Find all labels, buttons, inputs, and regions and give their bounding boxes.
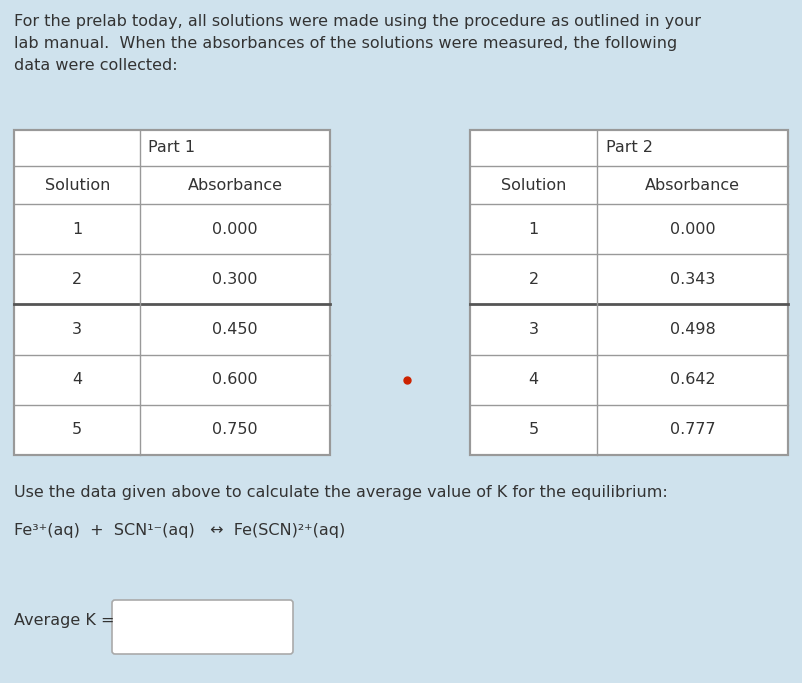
Text: 0.000: 0.000 [213,221,258,236]
Text: data were collected:: data were collected: [14,58,177,73]
Text: Part 1: Part 1 [148,141,196,156]
Bar [14,130,330,455]
Bar [14,130,330,455]
Text: Fe³⁺(aq)  +  SCN¹⁻(aq)   ↔  Fe(SCN)²⁺(aq): Fe³⁺(aq) + SCN¹⁻(aq) ↔ Fe(SCN)²⁺(aq) [14,523,345,538]
Text: 3: 3 [72,322,82,337]
Text: Solution: Solution [45,178,110,193]
Text: Solution: Solution [501,178,566,193]
Text: 2: 2 [72,272,83,287]
Text: 5: 5 [529,422,539,437]
Text: 2: 2 [529,272,539,287]
Text: For the prelab today, all solutions were made using the procedure as outlined in: For the prelab today, all solutions were… [14,14,701,29]
Text: Absorbance: Absorbance [645,178,740,193]
FancyBboxPatch shape [112,600,293,654]
Text: 3: 3 [529,322,539,337]
Text: Average K =: Average K = [14,613,115,628]
Text: Part 2: Part 2 [606,141,653,156]
Text: 4: 4 [72,372,83,387]
Text: 0.300: 0.300 [213,272,258,287]
Bar [470,130,788,455]
Text: Use the data given above to calculate the average value of K for the equilibrium: Use the data given above to calculate th… [14,485,668,500]
Text: 0.642: 0.642 [670,372,715,387]
Bar [470,130,788,455]
Text: 0.750: 0.750 [213,422,258,437]
Text: 4: 4 [529,372,539,387]
Text: Absorbance: Absorbance [188,178,282,193]
Text: 0.000: 0.000 [670,221,715,236]
Text: lab manual.  When the absorbances of the solutions were measured, the following: lab manual. When the absorbances of the … [14,36,677,51]
Text: 0.450: 0.450 [213,322,258,337]
Text: 0.777: 0.777 [670,422,715,437]
Text: 0.600: 0.600 [213,372,258,387]
Text: 0.498: 0.498 [670,322,715,337]
Text: 5: 5 [72,422,83,437]
Text: 1: 1 [72,221,83,236]
Text: 1: 1 [529,221,539,236]
Text: 0.343: 0.343 [670,272,715,287]
